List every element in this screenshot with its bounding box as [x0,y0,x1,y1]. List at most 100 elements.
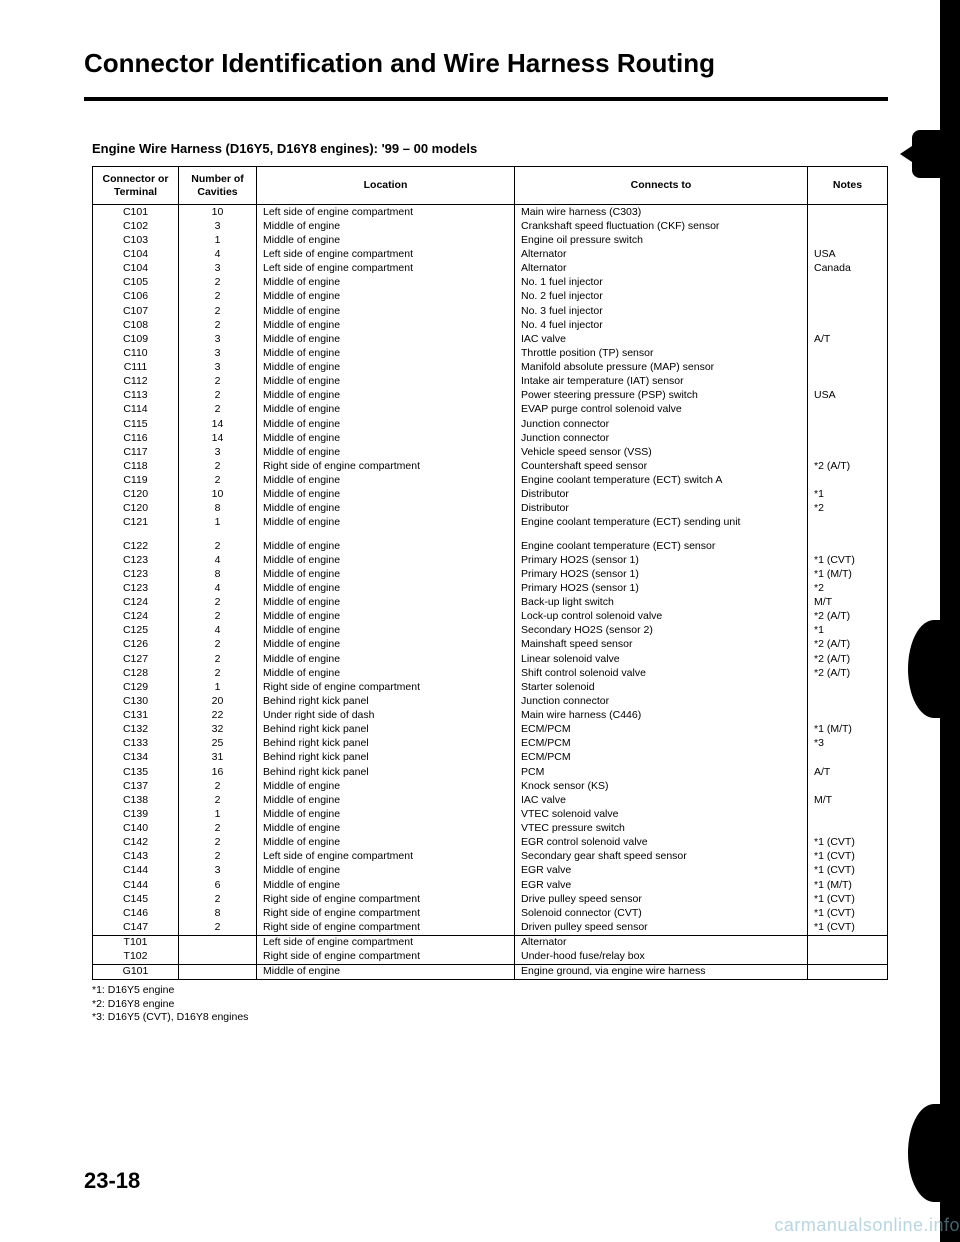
cell-connector: C144 [93,878,179,892]
cell-notes: A/T [808,332,888,346]
cell-location: Left side of engine compartment [257,262,515,276]
table-row: C1234Middle of enginePrimary HO2S (senso… [93,553,888,567]
footnote-3: *3: D16Y5 (CVT), D16Y8 engines [92,1011,888,1025]
cell-notes [808,807,888,821]
table-row: C13516Behind right kick panelPCMA/T [93,765,888,779]
col-cavities: Number of Cavities [179,167,257,205]
table-row: C1382Middle of engineIAC valveM/T [93,793,888,807]
table-row: C10110Left side of engine compartmentMai… [93,205,888,220]
cell-cavities: 8 [179,567,257,581]
cell-connector: G101 [93,964,179,979]
cell-connector: C110 [93,346,179,360]
cell-notes [808,474,888,488]
cell-connects-to: ECM/PCM [515,737,808,751]
cell-connector: C132 [93,723,179,737]
cell-location: Right side of engine compartment [257,892,515,906]
cell-cavities: 8 [179,502,257,516]
table-body-terminals: T101Left side of engine compartmentAlter… [93,935,888,964]
cell-notes [808,375,888,389]
table-row: T101Left side of engine compartmentAlter… [93,935,888,950]
footnote-2: *2: D16Y8 engine [92,998,888,1012]
cell-connector: C126 [93,638,179,652]
cell-connects-to: Alternator [515,262,808,276]
table-row: C1291Right side of engine compartmentSta… [93,680,888,694]
subtitle: Engine Wire Harness (D16Y5, D16Y8 engine… [92,141,888,156]
cell-connects-to: Primary HO2S (sensor 1) [515,581,808,595]
table-row: C1062Middle of engineNo. 2 fuel injector [93,290,888,304]
cell-cavities: 2 [179,793,257,807]
cell-connects-to: EVAP purge control solenoid valve [515,403,808,417]
cell-connects-to: Drive pulley speed sensor [515,892,808,906]
cell-notes [808,694,888,708]
cell-cavities: 2 [179,318,257,332]
cell-connector: T101 [93,935,179,950]
cell-cavities: 1 [179,516,257,530]
cell-notes: *1 (CVT) [808,906,888,920]
cell-cavities: 2 [179,822,257,836]
cell-connects-to: Countershaft speed sensor [515,459,808,473]
cell-location: Middle of engine [257,445,515,459]
table-row: C11514Middle of engineJunction connector [93,417,888,431]
cell-connector: C117 [93,445,179,459]
header-row: Connector or Terminal Number of Cavities… [93,167,888,205]
cell-connects-to: Main wire harness (C303) [515,205,808,220]
cell-connects-to: Main wire harness (C446) [515,709,808,723]
cell-connector: C122 [93,539,179,553]
cell-connector: C129 [93,680,179,694]
cell-cavities: 2 [179,836,257,850]
cell-location: Left side of engine compartment [257,850,515,864]
cell-connects-to: No. 2 fuel injector [515,290,808,304]
table-row: C1093Middle of engineIAC valveA/T [93,332,888,346]
table-row: C1043Left side of engine compartmentAlte… [93,262,888,276]
cell-connector: C124 [93,610,179,624]
cell-connects-to: IAC valve [515,793,808,807]
cell-notes [808,539,888,553]
cell-location: Right side of engine compartment [257,920,515,935]
table-row: C1372Middle of engineKnock sensor (KS) [93,779,888,793]
cell-connector: C143 [93,850,179,864]
table-row: C1103Middle of engineThrottle position (… [93,346,888,360]
cell-location: Middle of engine [257,488,515,502]
cell-cavities: 2 [179,652,257,666]
cell-notes [808,516,888,530]
cell-notes [808,318,888,332]
cell-cavities: 14 [179,417,257,431]
cell-connector: C106 [93,290,179,304]
page-number: 23-18 [84,1168,140,1194]
cell-cavities: 31 [179,751,257,765]
cell-connector: C119 [93,474,179,488]
table-row: C1238Middle of enginePrimary HO2S (senso… [93,567,888,581]
cell-location: Middle of engine [257,807,515,821]
cell-location: Middle of engine [257,567,515,581]
cell-notes [808,304,888,318]
cell-location: Middle of engine [257,666,515,680]
cell-location: Middle of engine [257,431,515,445]
page-title: Connector Identification and Wire Harnes… [84,48,888,79]
cell-cavities: 22 [179,709,257,723]
cell-location: Middle of engine [257,502,515,516]
cell-location: Right side of engine compartment [257,950,515,965]
table-row: C1468Right side of engine compartmentSol… [93,906,888,920]
table-row: C1182Right side of engine compartmentCou… [93,459,888,473]
cell-location: Left side of engine compartment [257,248,515,262]
table-row: C13431Behind right kick panelECM/PCM [93,751,888,765]
cell-notes: Canada [808,262,888,276]
cell-notes: *2 (A/T) [808,666,888,680]
cell-location: Middle of engine [257,624,515,638]
cell-connects-to: Mainshaft speed sensor [515,638,808,652]
table-row: C1452Right side of engine compartmentDri… [93,892,888,906]
cell-connects-to: Lock-up control solenoid valve [515,610,808,624]
cell-notes [808,964,888,979]
cell-location: Middle of engine [257,233,515,247]
cell-connects-to: Under-hood fuse/relay box [515,950,808,965]
cell-connector: C120 [93,502,179,516]
cell-connects-to: Vehicle speed sensor (VSS) [515,445,808,459]
cell-location: Middle of engine [257,779,515,793]
cell-location: Behind right kick panel [257,765,515,779]
cell-connector: C147 [93,920,179,935]
cell-cavities: 4 [179,248,257,262]
cell-cavities: 3 [179,332,257,346]
table-row: C1023Middle of engineCrankshaft speed fl… [93,219,888,233]
cell-connector: C133 [93,737,179,751]
cell-connector: C134 [93,751,179,765]
